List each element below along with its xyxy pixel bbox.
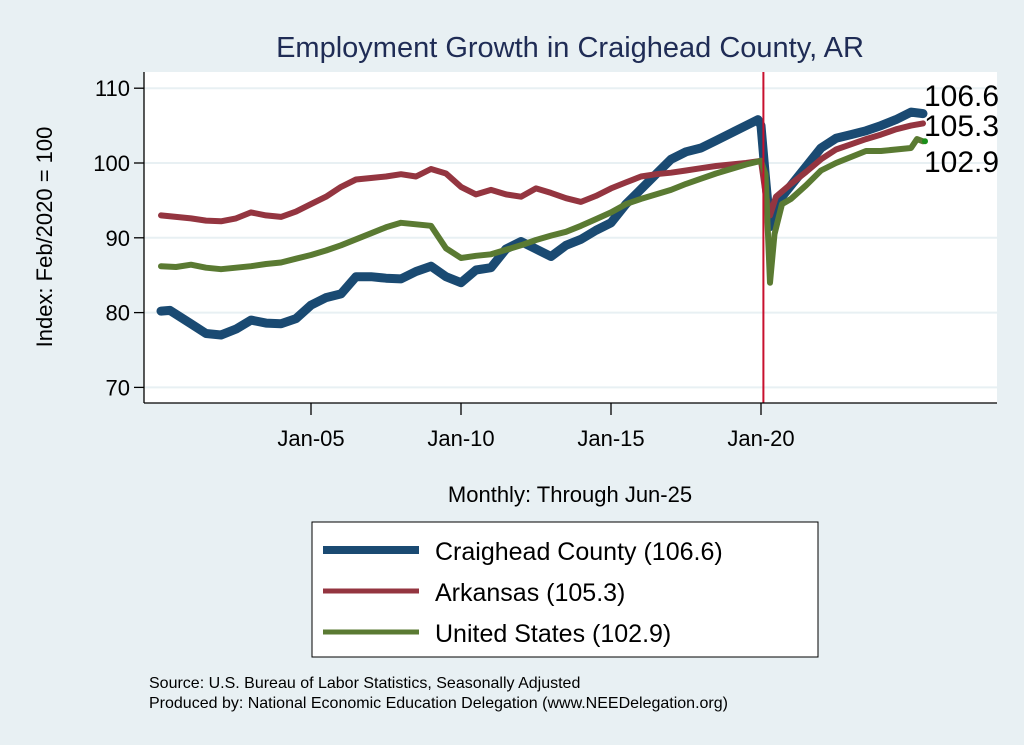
x-tick-label: Jan-10 [427, 426, 494, 451]
y-tick-label: 110 [95, 76, 130, 101]
end-label-craighead-county: 106.6 [924, 80, 999, 113]
x-ticks: Jan-05 Jan-10 Jan-15 Jan-20 [277, 403, 795, 451]
chart-title: Employment Growth in Craighead County, A… [276, 32, 864, 64]
series-line-arkansas [158, 120, 926, 225]
legend-label-craighead: Craighead County (106.6) [435, 538, 723, 566]
series-line-united-states [158, 136, 926, 286]
y-tick-label: 90 [106, 226, 130, 251]
y-tick-label: 80 [106, 301, 130, 326]
x-tick-label: Jan-20 [727, 426, 794, 451]
gridlines [144, 87, 997, 389]
x-axis-title: Monthly: Through Jun-25 [448, 482, 692, 507]
source-note: Source: U.S. Bureau of Labor Statistics,… [149, 675, 580, 692]
y-tick-label: 100 [93, 151, 130, 176]
x-tick-label: Jan-15 [577, 426, 644, 451]
series-layer [156, 107, 928, 340]
y-axis-title: Index: Feb/2020 = 100 [32, 127, 57, 348]
end-label-arkansas: 105.3 [924, 110, 999, 143]
legend-label-arkansas: Arkansas (105.3) [435, 579, 625, 607]
produced-by-note: Produced by: National Economic Education… [149, 695, 728, 712]
x-tick-label: Jan-05 [277, 426, 344, 451]
united-states-end-point [922, 138, 928, 145]
end-label-united-states: 102.9 [924, 146, 999, 179]
legend-label-united-states: United States (102.9) [435, 620, 671, 648]
legend: Craighead County (106.6) Arkansas (105.3… [311, 521, 819, 658]
y-ticks: 70 80 90 100 110 [93, 76, 144, 400]
y-tick-label: 70 [106, 375, 130, 400]
